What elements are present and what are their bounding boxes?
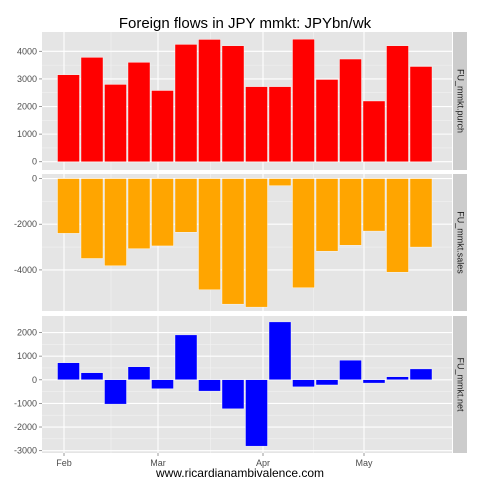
bar-FU_mmkt.sales-5 [174,178,198,233]
bar-FU_mmkt.net-11 [315,379,339,386]
bar-FU_mmkt.purch-12 [339,58,362,162]
bar-FU_mmkt.sales-13 [362,178,386,232]
bar-FU_mmkt.sales-4 [151,178,174,247]
bar-FU_mmkt.sales-12 [339,178,362,246]
bar-FU_mmkt.net-1 [80,372,104,380]
bar-FU_mmkt.sales-7 [221,178,245,305]
bar-FU_mmkt.net-13 [362,379,386,384]
y-tick-label: 1000 [17,129,37,139]
chart-title: Foreign flows in JPY mmkt: JPYbn/wk [119,15,372,32]
bar-FU_mmkt.sales-10 [292,178,315,288]
bar-FU_mmkt.purch-6 [198,39,221,162]
y-tick-label: 0 [32,174,37,184]
bar-FU_mmkt.purch-4 [151,90,174,162]
bar-FU_mmkt.purch-15 [409,66,433,162]
x-tick-label-apr: Apr [256,458,270,468]
bar-FU_mmkt.net-14 [386,376,409,380]
bar-FU_mmkt.sales-3 [127,178,151,249]
y-tick-label: -2000 [14,422,37,432]
facet-strip-label: FU_mmkt.sales [456,211,466,274]
bar-FU_mmkt.sales-1 [80,178,104,259]
bar-FU_mmkt.purch-3 [127,62,151,162]
x-tick-label-mar: Mar [150,458,166,468]
bar-FU_mmkt.sales-0 [57,178,80,234]
x-tick-label-may: May [355,458,373,468]
y-tick-label: 1000 [17,351,37,361]
bar-FU_mmkt.net-9 [268,321,292,380]
bar-FU_mmkt.net-0 [57,362,80,380]
x-tick-label-feb: Feb [56,458,72,468]
bar-FU_mmkt.net-10 [292,379,315,388]
y-tick-label: 0 [32,157,37,167]
panel-FU_mmkt.sales: -4000 -2000 0 FU_mmkt.sales [14,174,467,311]
panel-FU_mmkt.purch: 0 1000 2000 3000 4000 FU_mmkt.purch [17,32,467,170]
bar-FU_mmkt.purch-2 [104,84,127,162]
bar-FU_mmkt.net-3 [127,366,151,380]
bar-FU_mmkt.net-15 [409,368,433,380]
y-tick-label: 3000 [17,74,37,84]
y-tick-label: -1000 [14,398,37,408]
y-tick-label: 2000 [17,328,37,338]
y-tick-label: 4000 [17,46,37,56]
bar-FU_mmkt.net-4 [151,379,174,389]
facet-strip [453,174,467,311]
bar-FU_mmkt.purch-11 [315,79,339,162]
y-tick-label: -2000 [14,219,37,229]
bar-FU_mmkt.purch-10 [292,38,315,162]
facet-strip [453,32,467,170]
bar-FU_mmkt.purch-7 [221,45,245,162]
panel-FU_mmkt.net: -3000 -2000 -1000 0 1000 2000 FU_mmkt.net [14,316,467,456]
bar-FU_mmkt.sales-15 [409,178,433,248]
x-axis: Feb Mar Apr May [56,453,373,468]
bar-FU_mmkt.net-7 [221,379,245,410]
bar-FU_mmkt.purch-8 [245,86,268,162]
bar-FU_mmkt.purch-14 [386,45,409,162]
y-tick-label: -3000 [14,446,37,456]
y-tick-label: 0 [32,375,37,385]
panels-layer: 0 1000 2000 3000 4000 FU_mmkt.purch -4000 -2000… [14,32,467,456]
facet-strip-label: FU_mmkt.net [456,357,466,412]
bar-FU_mmkt.purch-1 [80,57,104,162]
y-tick-label: 2000 [17,102,37,112]
y-tick-label: -4000 [14,265,37,275]
chart-caption: www.ricardianambivalence.com [155,466,324,480]
bar-FU_mmkt.sales-2 [104,178,127,266]
facet-strip-label: FU_mmkt.purch [456,69,466,133]
bar-FU_mmkt.net-8 [245,379,268,447]
bar-FU_mmkt.net-5 [174,334,198,380]
bar-FU_mmkt.purch-9 [268,86,292,162]
facet-strip [453,316,467,453]
bar-FU_mmkt.purch-5 [174,44,198,162]
bar-FU_mmkt.sales-14 [386,178,409,273]
bar-FU_mmkt.sales-6 [198,178,221,290]
bar-FU_mmkt.sales-8 [245,178,268,308]
bar-FU_mmkt.sales-9 [268,178,292,186]
bar-FU_mmkt.sales-11 [315,178,339,252]
bar-FU_mmkt.net-2 [104,379,127,405]
bar-FU_mmkt.purch-0 [57,74,80,162]
bar-FU_mmkt.net-12 [339,359,362,380]
bar-FU_mmkt.net-6 [198,379,221,392]
bar-FU_mmkt.purch-13 [362,100,386,162]
